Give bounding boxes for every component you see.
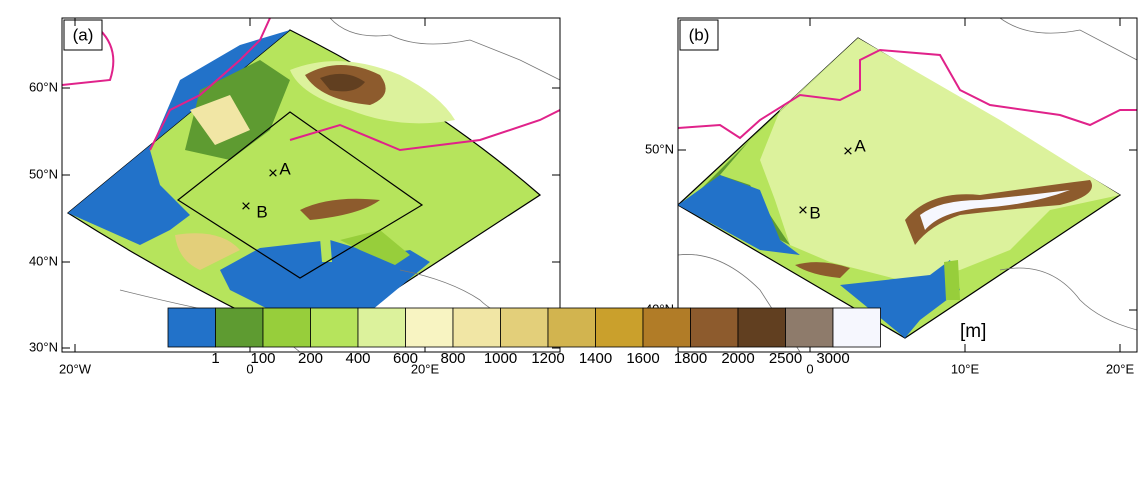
point-label: A [279, 159, 291, 178]
colorbar-box [311, 308, 359, 347]
colorbar-box [786, 308, 834, 347]
colorbar-box [453, 308, 501, 347]
colorbar-label: 1000 [484, 350, 517, 367]
colorbar-label: 3000 [816, 350, 849, 367]
colorbar-label: 1200 [531, 350, 564, 367]
colorbar-box [596, 308, 644, 347]
x-tick-label: 0 [806, 361, 813, 376]
point-label: B [256, 202, 267, 221]
cross: × [798, 200, 808, 219]
colorbar-label: 2000 [721, 350, 754, 367]
x-tick-label: 20°E [1106, 361, 1135, 376]
colorbar-label: 600 [393, 350, 418, 367]
colorbar-label: 2500 [769, 350, 802, 367]
colorbar-label: 1400 [579, 350, 612, 367]
y-tick-label: 30°N [29, 339, 58, 354]
colorbar-label: 1 [211, 350, 219, 367]
panel-label: (b) [689, 25, 710, 44]
y-tick-label: 50°N [645, 141, 674, 156]
colorbar-label: 1800 [674, 350, 707, 367]
cross: × [843, 141, 853, 160]
cross: × [241, 196, 251, 215]
colorbar-box [548, 308, 596, 347]
colorbar-box [691, 308, 739, 347]
map-b [678, 18, 1137, 352]
colorbar-box [833, 308, 881, 347]
colorbar-label: 800 [440, 350, 465, 367]
y-tick-label: 40°N [29, 253, 58, 268]
colorbar-label: 400 [345, 350, 370, 367]
colorbar-box [216, 308, 264, 347]
colorbar-unit: [m] [960, 321, 986, 342]
panel-label: (a) [73, 25, 94, 44]
colorbar-label: 100 [250, 350, 275, 367]
map-a [62, 18, 560, 352]
colorbar-box [738, 308, 786, 347]
colorbar-box [263, 308, 311, 347]
colorbar-label: 1600 [626, 350, 659, 367]
figure: × × × × (a) 20°W 0 20°E 60°N 50°N 40°N 30°N A B (b… [0, 0, 1147, 481]
colorbar-box [406, 308, 454, 347]
point-label: B [809, 203, 820, 222]
page: {"panels": [ {"label": "(a)", "x_ticks":… [0, 0, 1147, 481]
colorbar-box [358, 308, 406, 347]
colorbar-box [501, 308, 549, 347]
colorbar-label: 200 [298, 350, 323, 367]
y-tick-label: 60°N [29, 79, 58, 94]
x-tick-label: 10°E [951, 361, 980, 376]
x-tick-label: 20°W [59, 361, 92, 376]
point-label: A [854, 136, 866, 155]
colorbar-box [168, 308, 216, 347]
y-tick-label: 50°N [29, 166, 58, 181]
colorbar-box [643, 308, 691, 347]
cross: × [268, 163, 278, 182]
